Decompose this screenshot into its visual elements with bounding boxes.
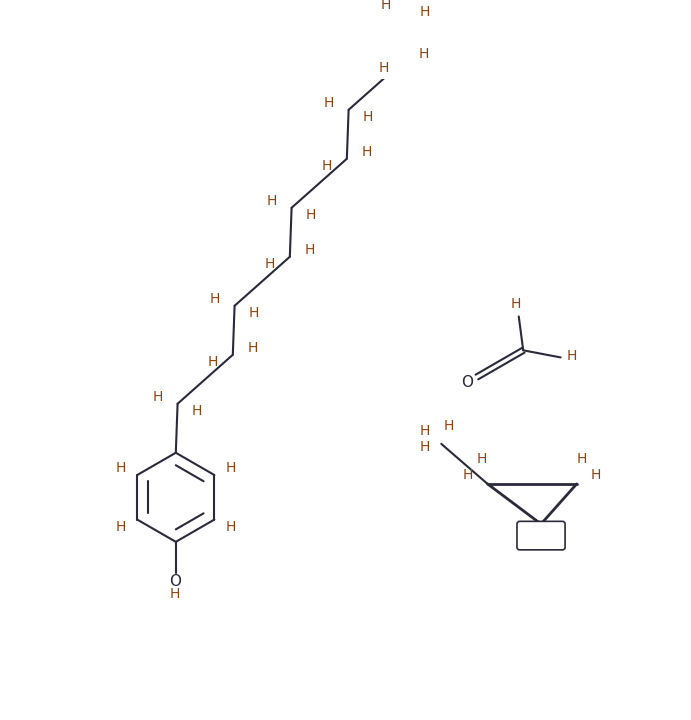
Text: H: H — [170, 588, 180, 601]
Text: H: H — [210, 292, 220, 306]
Text: H: H — [420, 441, 430, 454]
Text: H: H — [247, 341, 258, 355]
Text: H: H — [577, 452, 587, 466]
Text: O: O — [169, 575, 181, 590]
Text: H: H — [381, 0, 391, 12]
Text: H: H — [192, 404, 202, 418]
Text: H: H — [566, 348, 576, 363]
Text: H: H — [306, 208, 316, 222]
Text: H: H — [267, 194, 277, 207]
Text: H: H — [324, 96, 334, 109]
Text: H: H — [116, 461, 126, 475]
Text: H: H — [477, 452, 487, 466]
Text: H: H — [463, 468, 473, 482]
Text: H: H — [304, 243, 314, 256]
Text: H: H — [153, 390, 163, 404]
Text: H: H — [225, 461, 236, 475]
Text: H: H — [420, 5, 430, 19]
Text: H: H — [208, 355, 218, 369]
Text: H: H — [361, 145, 372, 158]
Text: H: H — [249, 306, 259, 320]
Text: H: H — [420, 424, 430, 438]
Text: O: O — [461, 375, 473, 390]
Text: H: H — [511, 297, 521, 311]
Text: H: H — [418, 47, 428, 60]
Text: H: H — [591, 468, 601, 482]
Text: H: H — [379, 61, 390, 75]
Text: H: H — [401, 0, 411, 3]
FancyBboxPatch shape — [517, 521, 565, 550]
Text: H: H — [322, 159, 332, 173]
Text: H: H — [363, 110, 373, 124]
Text: H: H — [265, 257, 276, 271]
Text: H: H — [225, 520, 236, 534]
Text: H: H — [443, 419, 453, 433]
Text: H: H — [116, 520, 126, 534]
Text: Abs: Abs — [529, 530, 553, 543]
